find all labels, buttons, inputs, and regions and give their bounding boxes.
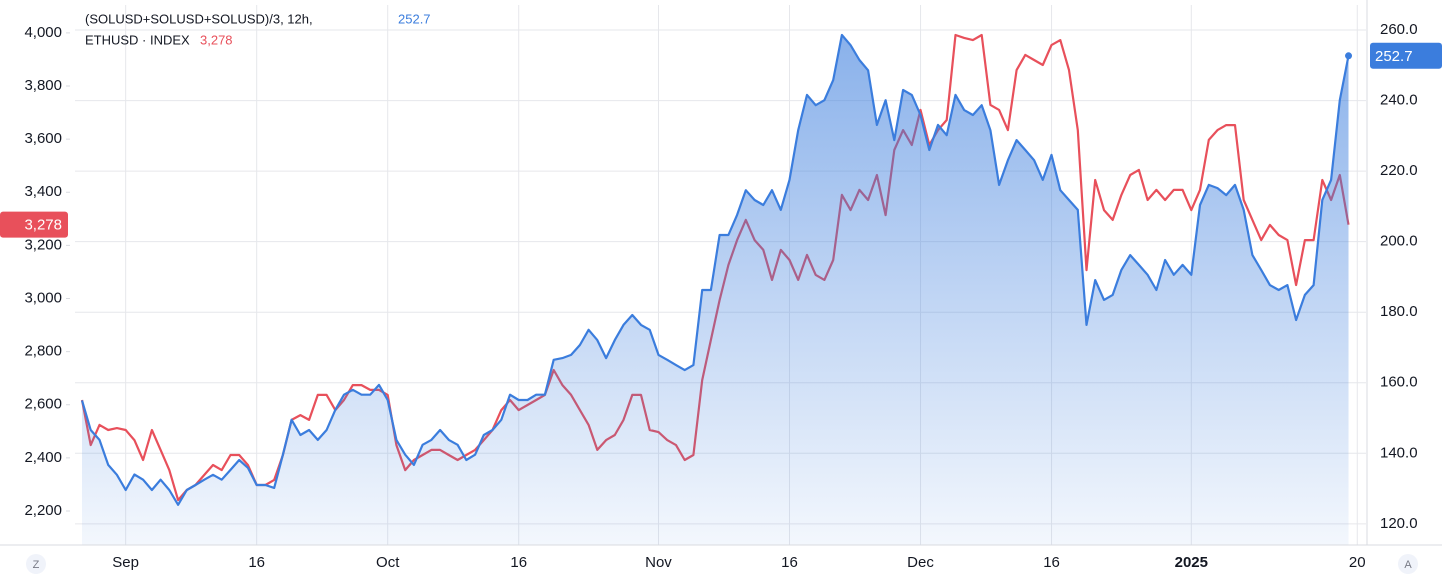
- legend-eth-value: 3,278: [200, 32, 233, 47]
- control-button[interactable]: [26, 554, 46, 574]
- price-badge-label: 3,278: [24, 217, 62, 234]
- y-tick-label: 3,000: [24, 289, 62, 306]
- y-tick-label: 2,400: [24, 449, 62, 466]
- y-tick-label: 2,600: [24, 396, 62, 413]
- y2-tick-label: 180.0: [1380, 303, 1418, 320]
- last-point: [1345, 52, 1353, 60]
- x-tick-label: 16: [510, 554, 527, 571]
- x-tick-label: 16: [781, 554, 798, 571]
- y-tick-label: 3,400: [24, 183, 62, 200]
- x-tick-label: Nov: [645, 554, 672, 571]
- x-tick-label: 16: [1043, 554, 1060, 571]
- plot: [80, 33, 1353, 545]
- y-tick-label: 3,800: [24, 77, 62, 94]
- x-tick-label: 2025: [1175, 554, 1208, 571]
- y-tick-label: 3,200: [24, 236, 62, 253]
- y2-tick-label: 260.0: [1380, 21, 1418, 38]
- y-tick-label: 2,200: [24, 502, 62, 519]
- x-tick-label: 16: [248, 554, 265, 571]
- x-tick-label: Dec: [907, 554, 934, 571]
- control-button[interactable]: [1398, 554, 1418, 574]
- y2-tick-label: 200.0: [1380, 233, 1418, 250]
- legend-eth-name: ETHUSD · INDEX: [85, 32, 190, 47]
- area: [81, 35, 1349, 545]
- y-tick-label: 4,000: [24, 24, 62, 41]
- control-label[interactable]: A: [1404, 559, 1412, 571]
- x-tick-label: 20: [1349, 554, 1366, 571]
- x-tick-label: Sep: [112, 554, 139, 571]
- y2-tick-label: 120.0: [1380, 515, 1418, 532]
- y-tick-label: 3,600: [24, 130, 62, 147]
- control-label[interactable]: Z: [33, 559, 40, 571]
- line: [80, 33, 1350, 506]
- y2-tick-label: 160.0: [1380, 374, 1418, 391]
- y2-tick-label: 240.0: [1380, 92, 1418, 109]
- price-badge: [1370, 42, 1442, 69]
- price-badge: [0, 211, 68, 238]
- legend-sol-value: 252.7: [398, 11, 431, 26]
- x-tick-label: Oct: [376, 554, 400, 571]
- y2-tick-label: 140.0: [1380, 444, 1418, 461]
- price-badge-label: 252.7: [1375, 48, 1413, 65]
- y2-tick-label: 220.0: [1380, 162, 1418, 179]
- y-tick-label: 2,800: [24, 343, 62, 360]
- axes: Sep 16 Oct 16 Nov 16 Dec 16 2025 20 260.0 240.0 220.…: [0, 21, 1442, 571]
- legend-sol-name: (SOLUSD+SOLUSD+SOLUSD)/3, 12h,: [85, 11, 313, 26]
